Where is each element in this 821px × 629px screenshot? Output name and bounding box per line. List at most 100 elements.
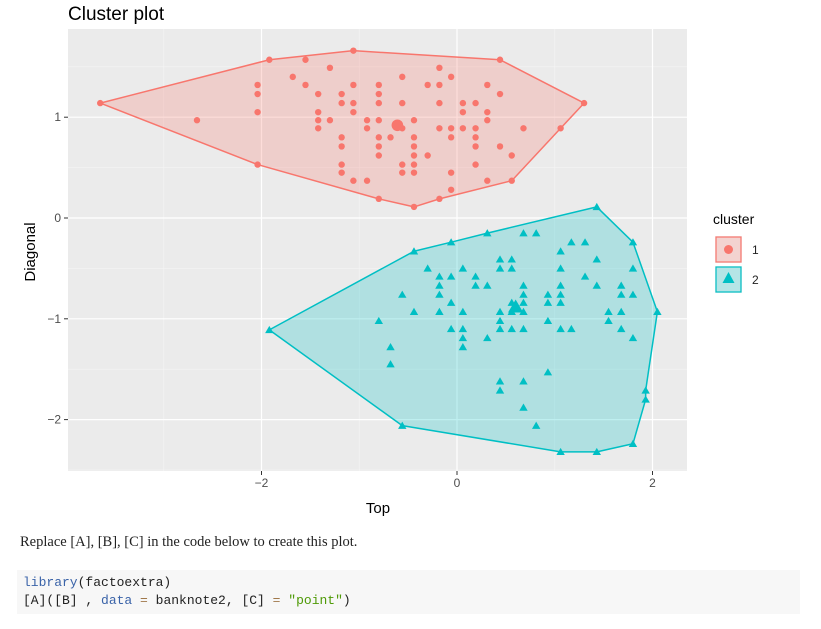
cluster-1-point [314,108,322,116]
cluster-2-point [483,333,492,342]
code-data-arg: data [101,593,133,608]
cluster-1-point [375,117,382,124]
code-library-arg: (factoextra) [77,575,172,590]
cluster-1-point [508,152,515,159]
cluster-1-point [387,134,394,141]
cluster-1-point [254,81,261,89]
cluster-1-point [410,143,418,150]
cluster-1-point [97,99,104,107]
cluster-2-point [495,264,505,272]
x-axis: −2 0 2 [255,471,656,490]
cluster-2-point [653,307,662,315]
cluster-1-point [375,90,382,98]
instruction-text: Replace [A], [B], [C] in the code below … [20,534,358,550]
cluster-1-point [375,143,382,150]
y-tick-label: 1 [54,110,61,124]
cluster-1-point [424,152,431,159]
cluster-2-point [398,421,407,429]
cluster-1-point [424,81,431,89]
cluster-1-point [459,108,467,116]
cluster-2-point [556,290,565,298]
cluster-1-point [254,108,261,116]
cluster-2-point [641,395,650,403]
cluster-2-point [495,386,505,394]
cluster-1-point [363,117,371,124]
cluster-1-point [338,169,345,176]
cluster-2-point [543,290,553,298]
cluster-2-point [519,377,528,385]
cluster-2-point [374,316,383,325]
cluster-1-point [338,90,345,98]
cluster-1-point [410,134,418,141]
cluster-2-point [483,229,492,237]
x-tick-label: −2 [255,476,269,490]
cluster-1-point [459,99,467,107]
cluster-1-point [447,73,455,81]
cluster-1-point [484,117,491,124]
cluster-1-point [447,134,455,141]
code-equals: = [272,593,281,608]
cluster-1-point [350,99,357,107]
cluster-2-point [519,307,528,315]
cluster-1-point [254,90,261,98]
cluster-2-point [507,264,516,272]
cluster-2-point [628,333,638,342]
cluster-1-point [447,125,455,132]
cluster-2-point [617,324,626,333]
cluster-2-point [458,333,468,342]
cluster-1-point [472,134,479,141]
cluster-2-point [604,307,613,315]
cluster-2-point [556,447,565,456]
cluster-2-point [531,421,541,429]
legend-label-2: 2 [752,273,759,287]
cluster-1-point [350,177,357,184]
cluster-2-point [409,247,419,255]
cluster-2-point [519,298,528,306]
cluster-1-point [314,125,322,132]
code-line-2: [A]([B] , data = banknote2, [C] = "point… [23,593,351,608]
cluster-1-point [363,177,371,184]
cluster-2-point [507,255,516,263]
cluster-2-point [580,238,590,246]
cluster-2-point [543,368,553,376]
x-tick-label: 2 [649,476,656,490]
y-axis-label: Diagonal [22,222,39,281]
cluster-1-point [399,99,406,107]
cluster-1-point [410,161,418,168]
cluster-2-point [628,290,638,298]
cluster-2-point [471,281,480,289]
y-tick-label: −2 [47,413,61,427]
cluster-2-point [446,298,456,306]
cluster-2-point [471,272,480,280]
code-equals: = [132,593,156,608]
cluster-2-point [458,264,468,272]
cluster-1-point [375,81,382,89]
cluster-2-point [435,307,444,315]
cluster-2-point [556,298,565,306]
cluster-2-point [386,360,395,368]
legend-triangle-icon [722,272,735,283]
cluster-1-point [302,56,309,63]
cluster-1-point [520,125,527,132]
cluster-2-point [556,281,565,289]
cluster-1-point [289,73,296,81]
cluster-2-point [628,439,638,447]
cluster-2-point [495,324,505,333]
cluster-1-point [338,161,345,168]
cluster-2-point [446,272,456,280]
x-axis-label: Top [366,500,390,517]
cluster-1-point [375,152,382,159]
cluster-1-point [266,56,273,63]
cluster-2-point [458,307,468,315]
cluster-1-point [436,99,443,107]
cluster-1-point [436,81,443,89]
cluster-2-point [409,307,419,315]
cluster-2-point [519,290,528,298]
cluster-2-point [495,255,505,263]
cluster-1-centroid [391,119,404,132]
cluster-2-point [592,281,601,289]
code-library-fn: library [23,575,78,590]
cluster-1-point [350,47,357,54]
cluster-2-point [423,264,432,272]
chart-title: Cluster plot [68,4,165,25]
